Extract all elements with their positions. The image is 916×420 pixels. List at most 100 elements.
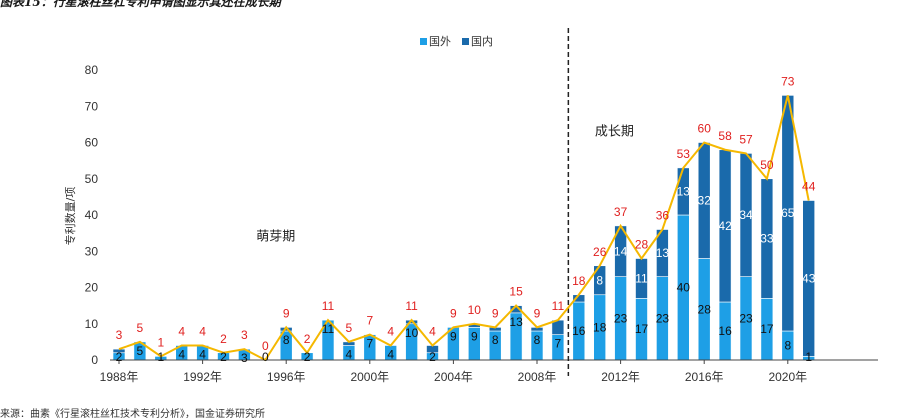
foreign-label: 17 bbox=[635, 322, 649, 336]
total-label: 50 bbox=[760, 158, 774, 172]
phase-annotation: 萌芽期 bbox=[256, 229, 295, 244]
foreign-label: 23 bbox=[739, 311, 753, 325]
total-label: 11 bbox=[552, 299, 565, 313]
total-label: 9 bbox=[534, 306, 541, 320]
y-tick-label: 20 bbox=[85, 281, 99, 295]
legend-swatch bbox=[462, 38, 469, 45]
foreign-label: 7 bbox=[555, 337, 562, 351]
y-tick-label: 60 bbox=[85, 136, 99, 150]
foreign-label: 9 bbox=[450, 329, 457, 343]
x-tick-label: 1988年 bbox=[100, 370, 139, 384]
x-tick-label: 2004年 bbox=[434, 370, 473, 384]
domestic-label: 13 bbox=[677, 184, 691, 198]
domestic-label: 34 bbox=[739, 208, 753, 222]
total-label: 3 bbox=[116, 328, 123, 342]
legend-swatch bbox=[420, 38, 427, 45]
total-label: 73 bbox=[781, 74, 795, 88]
total-label: 7 bbox=[366, 314, 373, 328]
domestic-label: 65 bbox=[781, 206, 795, 220]
total-label: 10 bbox=[468, 303, 482, 317]
total-label: 0 bbox=[262, 339, 269, 353]
total-label: 37 bbox=[614, 205, 628, 219]
foreign-label: 2 bbox=[220, 350, 227, 364]
total-label: 44 bbox=[802, 180, 816, 194]
foreign-label: 16 bbox=[718, 324, 732, 338]
total-label: 5 bbox=[346, 321, 353, 335]
foreign-label: 3 bbox=[241, 351, 248, 365]
y-tick-label: 40 bbox=[85, 208, 99, 222]
total-label: 4 bbox=[387, 325, 394, 339]
y-tick-label: 70 bbox=[85, 99, 99, 113]
x-axis: 1988年 1992年 1996年 2000年 2004年 2008年 2012年 2016年… bbox=[100, 359, 878, 384]
foreign-label: 2 bbox=[304, 350, 311, 364]
y-axis-label: 专利数量/项 bbox=[63, 187, 77, 246]
total-line bbox=[118, 95, 810, 362]
foreign-label: 2 bbox=[429, 350, 436, 364]
foreign-label: 8 bbox=[492, 333, 499, 347]
total-label: 2 bbox=[220, 332, 227, 346]
foreign-label: 8 bbox=[784, 339, 791, 353]
total-label: 5 bbox=[137, 321, 144, 335]
phase-annotations: 萌芽期 成长期 bbox=[256, 124, 634, 244]
domestic-label: 11 bbox=[635, 271, 648, 285]
total-label: 9 bbox=[450, 306, 457, 320]
foreign-label: 23 bbox=[614, 311, 628, 325]
domestic-label: 43 bbox=[802, 271, 816, 285]
phase-annotation: 成长期 bbox=[595, 124, 634, 139]
foreign-label: 8 bbox=[534, 333, 541, 347]
total-label: 4 bbox=[429, 325, 436, 339]
foreign-label: 18 bbox=[593, 320, 607, 334]
foreign-label: 10 bbox=[405, 326, 419, 340]
total-label: 28 bbox=[635, 238, 649, 252]
total-label: 53 bbox=[677, 147, 691, 161]
total-label: 58 bbox=[718, 129, 732, 143]
domestic-label: 13 bbox=[656, 246, 670, 260]
foreign-label: 4 bbox=[178, 348, 185, 362]
legend-label: 国外 bbox=[429, 35, 451, 48]
total-label: 11 bbox=[322, 299, 335, 313]
y-tick-label: 10 bbox=[85, 317, 99, 331]
foreign-label: 0 bbox=[262, 350, 269, 364]
y-tick-label: 30 bbox=[85, 244, 99, 258]
x-tick-label: 2016年 bbox=[685, 370, 724, 384]
x-tick-label: 2008年 bbox=[518, 370, 557, 384]
total-label: 57 bbox=[739, 132, 753, 146]
total-label: 1 bbox=[157, 335, 164, 349]
foreign-label: 2 bbox=[116, 350, 123, 364]
y-axis: 0 10 20 30 40 50 60 70 80 bbox=[85, 63, 99, 367]
y-tick-label: 50 bbox=[85, 172, 99, 186]
figure-title: 图表15：行星滚柱丝杠专利申请图显示其还在成长期 bbox=[0, 0, 281, 9]
domestic-label: 42 bbox=[718, 219, 732, 233]
foreign-label: 4 bbox=[387, 348, 394, 362]
domestic-label: 8 bbox=[596, 273, 603, 287]
domestic-label: 32 bbox=[698, 194, 712, 208]
total-label: 26 bbox=[593, 245, 607, 259]
foreign-label: 11 bbox=[322, 322, 335, 336]
domestic-label: 14 bbox=[614, 244, 628, 258]
total-label: 18 bbox=[572, 274, 586, 288]
bars bbox=[112, 95, 816, 361]
foreign-label: 4 bbox=[346, 348, 353, 362]
total-label: 11 bbox=[405, 299, 418, 313]
x-tick-label: 2012年 bbox=[601, 370, 640, 384]
total-label: 36 bbox=[656, 209, 670, 223]
x-tick-label: 2020年 bbox=[768, 370, 807, 384]
x-tick-label: 1992年 bbox=[183, 370, 222, 384]
foreign-label: 13 bbox=[509, 315, 523, 329]
foreign-label: 1 bbox=[157, 350, 164, 364]
total-label: 9 bbox=[492, 306, 499, 320]
domestic-label: 33 bbox=[760, 232, 774, 246]
legend-label: 国内 bbox=[471, 34, 493, 48]
legend: 国外 国内 bbox=[420, 34, 493, 48]
x-tick-label: 2000年 bbox=[350, 370, 389, 384]
foreign-label: 16 bbox=[572, 324, 586, 338]
total-label: 2 bbox=[304, 332, 311, 346]
foreign-label: 4 bbox=[199, 348, 206, 362]
total-label: 60 bbox=[698, 122, 712, 136]
foreign-label: 28 bbox=[698, 302, 712, 316]
x-tick-label: 1996年 bbox=[267, 370, 306, 384]
y-tick-label: 80 bbox=[85, 63, 99, 77]
total-label: 4 bbox=[178, 325, 185, 339]
